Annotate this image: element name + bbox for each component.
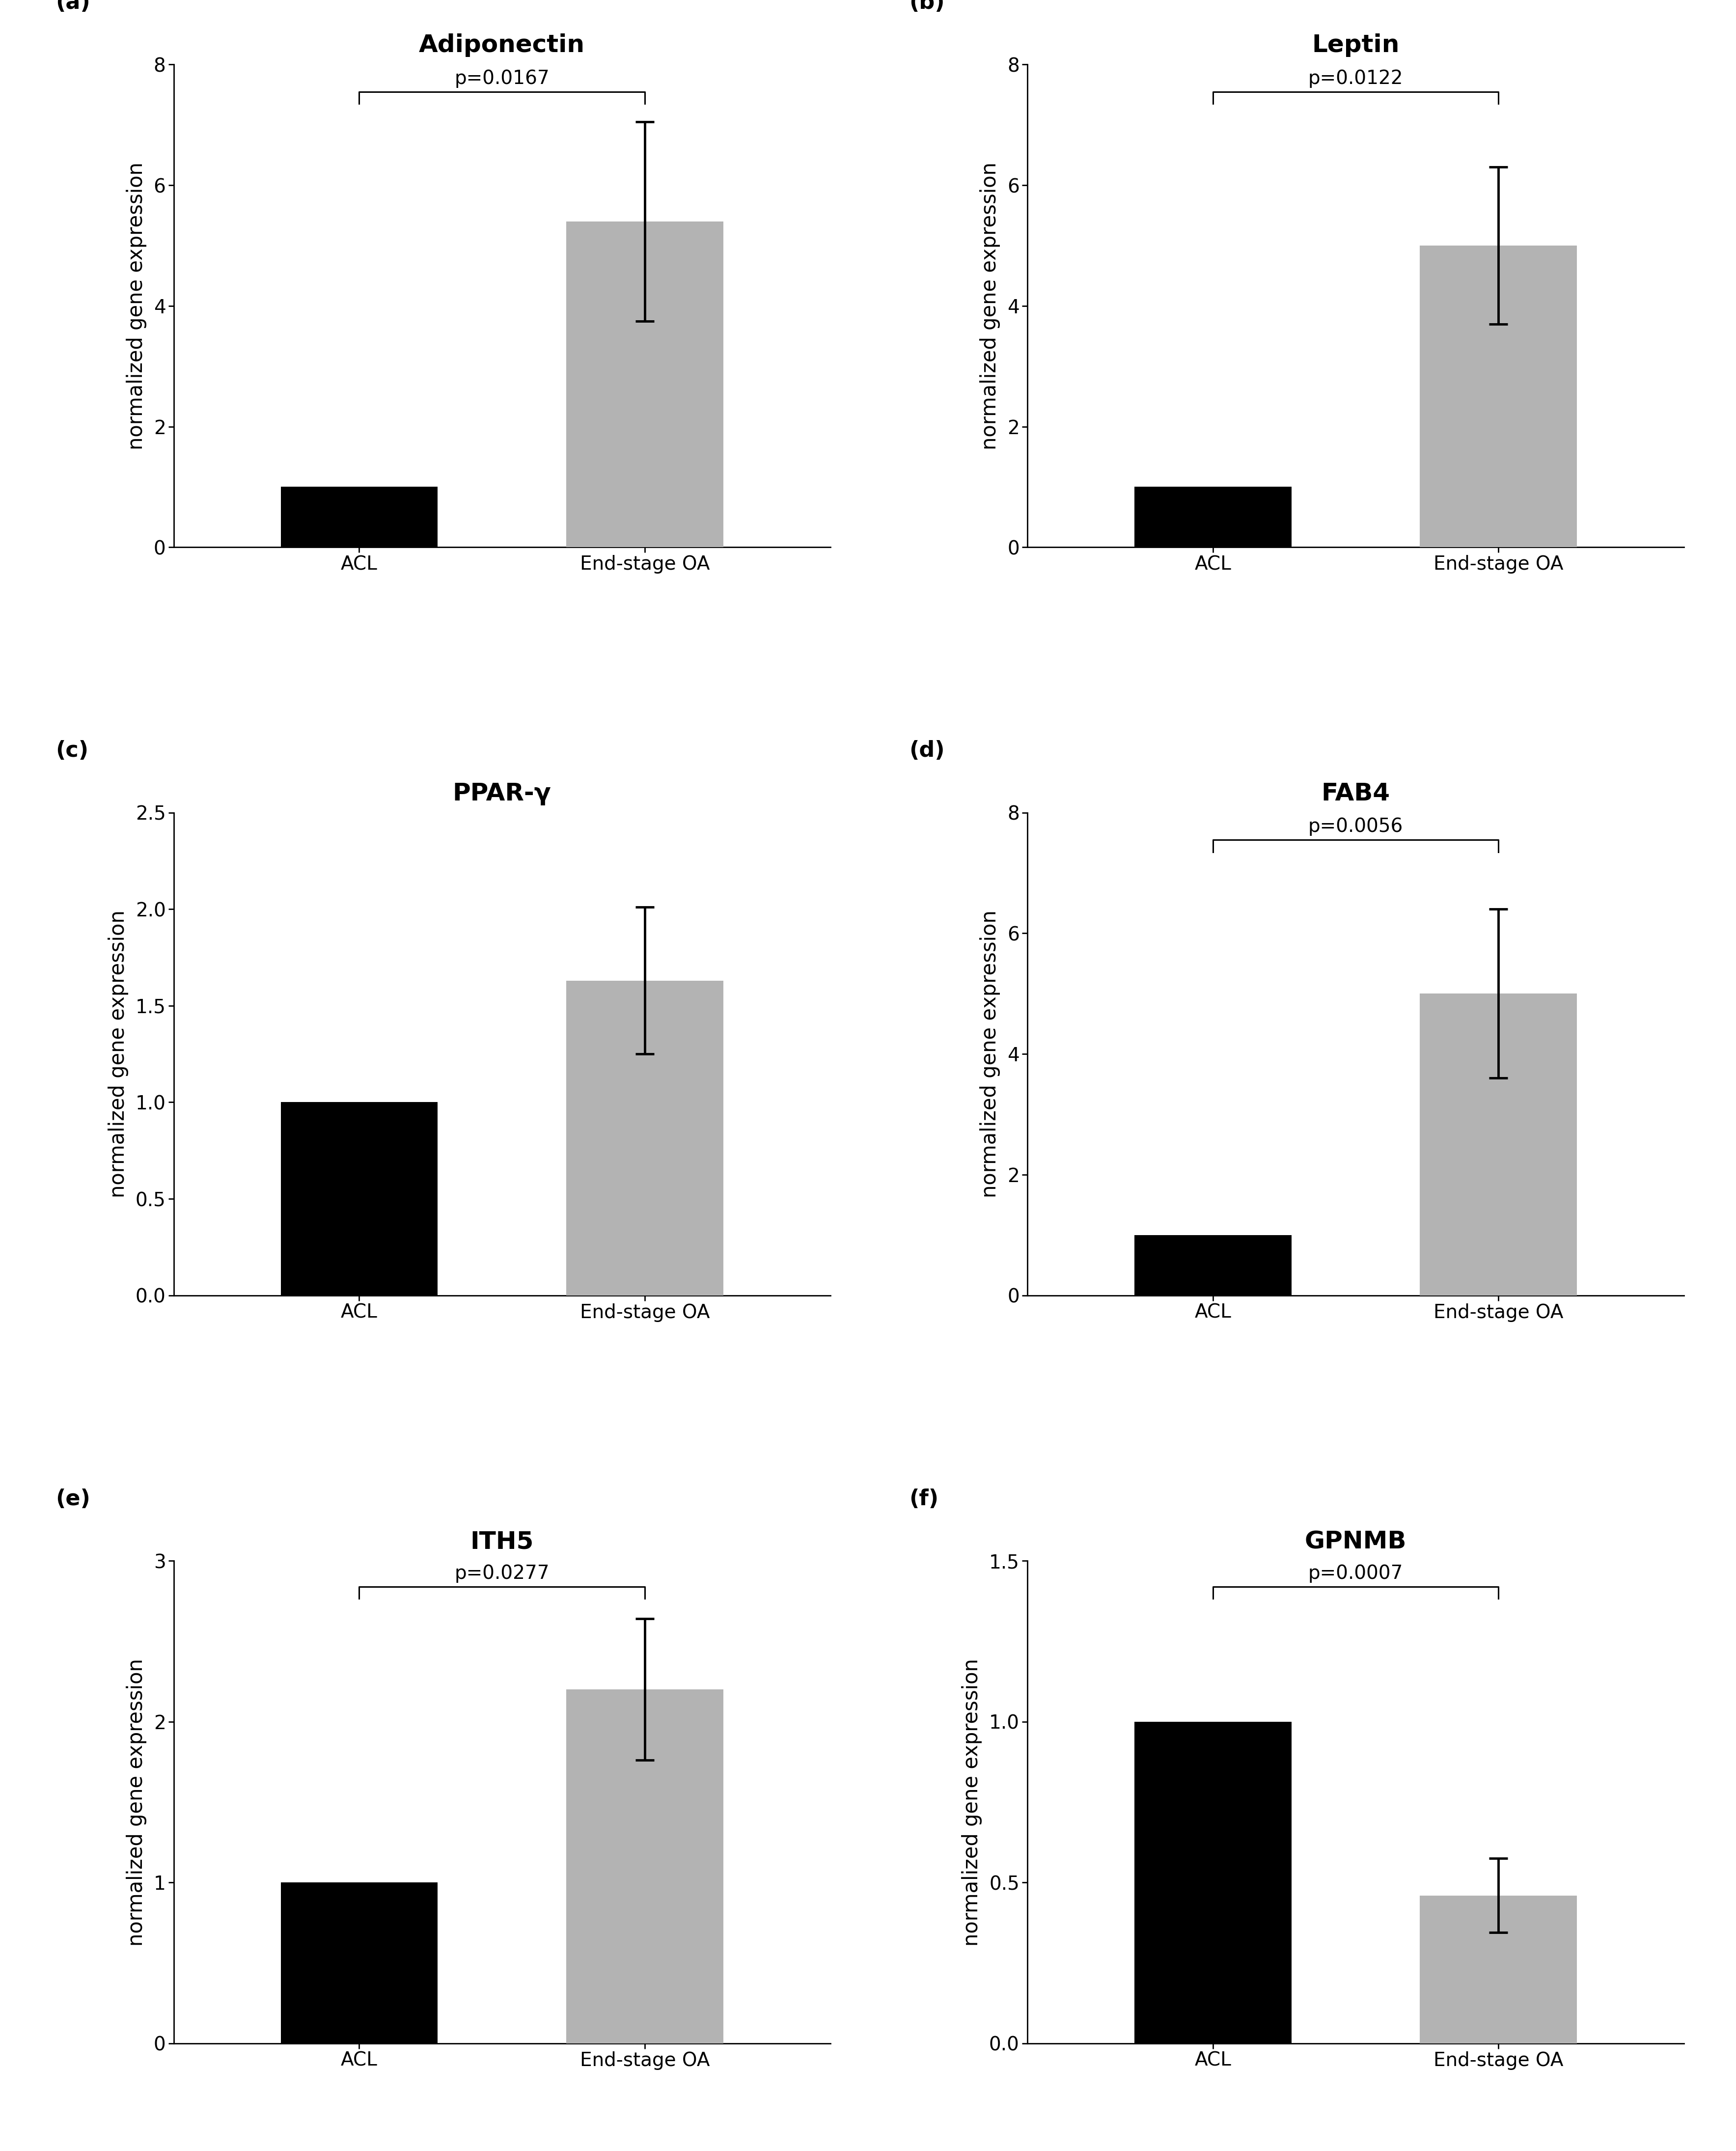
Y-axis label: normalized gene expression: normalized gene expression [108, 910, 128, 1198]
Bar [1134, 1235, 1292, 1295]
Text: p=0.0122: p=0.0122 [1309, 69, 1403, 88]
Title: Adiponectin: Adiponectin [418, 34, 585, 58]
Title: Leptin: Leptin [1312, 34, 1399, 58]
Bar [1134, 486, 1292, 546]
Text: p=0.0056: p=0.0056 [1309, 817, 1403, 837]
Title: ITH5: ITH5 [470, 1529, 533, 1553]
Text: (e): (e) [56, 1488, 90, 1510]
Y-axis label: normalized gene expression: normalized gene expression [962, 1658, 983, 1947]
Bar [566, 981, 724, 1295]
Bar [1420, 994, 1576, 1295]
Bar [1134, 1721, 1292, 2043]
Y-axis label: normalized gene expression: normalized gene expression [979, 910, 1000, 1198]
Title: GPNMB: GPNMB [1305, 1529, 1406, 1553]
Bar [566, 1689, 724, 2043]
Bar [281, 1882, 437, 2043]
Text: p=0.0277: p=0.0277 [455, 1564, 550, 1583]
Text: (d): (d) [910, 740, 944, 761]
Bar [1420, 1895, 1576, 2043]
Text: p=0.0167: p=0.0167 [455, 69, 550, 88]
Bar [281, 1101, 437, 1295]
Y-axis label: normalized gene expression: normalized gene expression [127, 1658, 148, 1947]
Text: (a): (a) [56, 0, 90, 13]
Text: (b): (b) [910, 0, 944, 13]
Bar [1420, 245, 1576, 546]
Y-axis label: normalized gene expression: normalized gene expression [979, 161, 1000, 450]
Text: p=0.0007: p=0.0007 [1309, 1564, 1403, 1583]
Y-axis label: normalized gene expression: normalized gene expression [127, 161, 148, 450]
Text: (c): (c) [56, 740, 89, 761]
Bar [566, 222, 724, 546]
Title: FAB4: FAB4 [1321, 781, 1391, 804]
Text: (f): (f) [910, 1488, 939, 1510]
Bar [281, 486, 437, 546]
Title: PPAR-γ: PPAR-γ [453, 781, 552, 804]
